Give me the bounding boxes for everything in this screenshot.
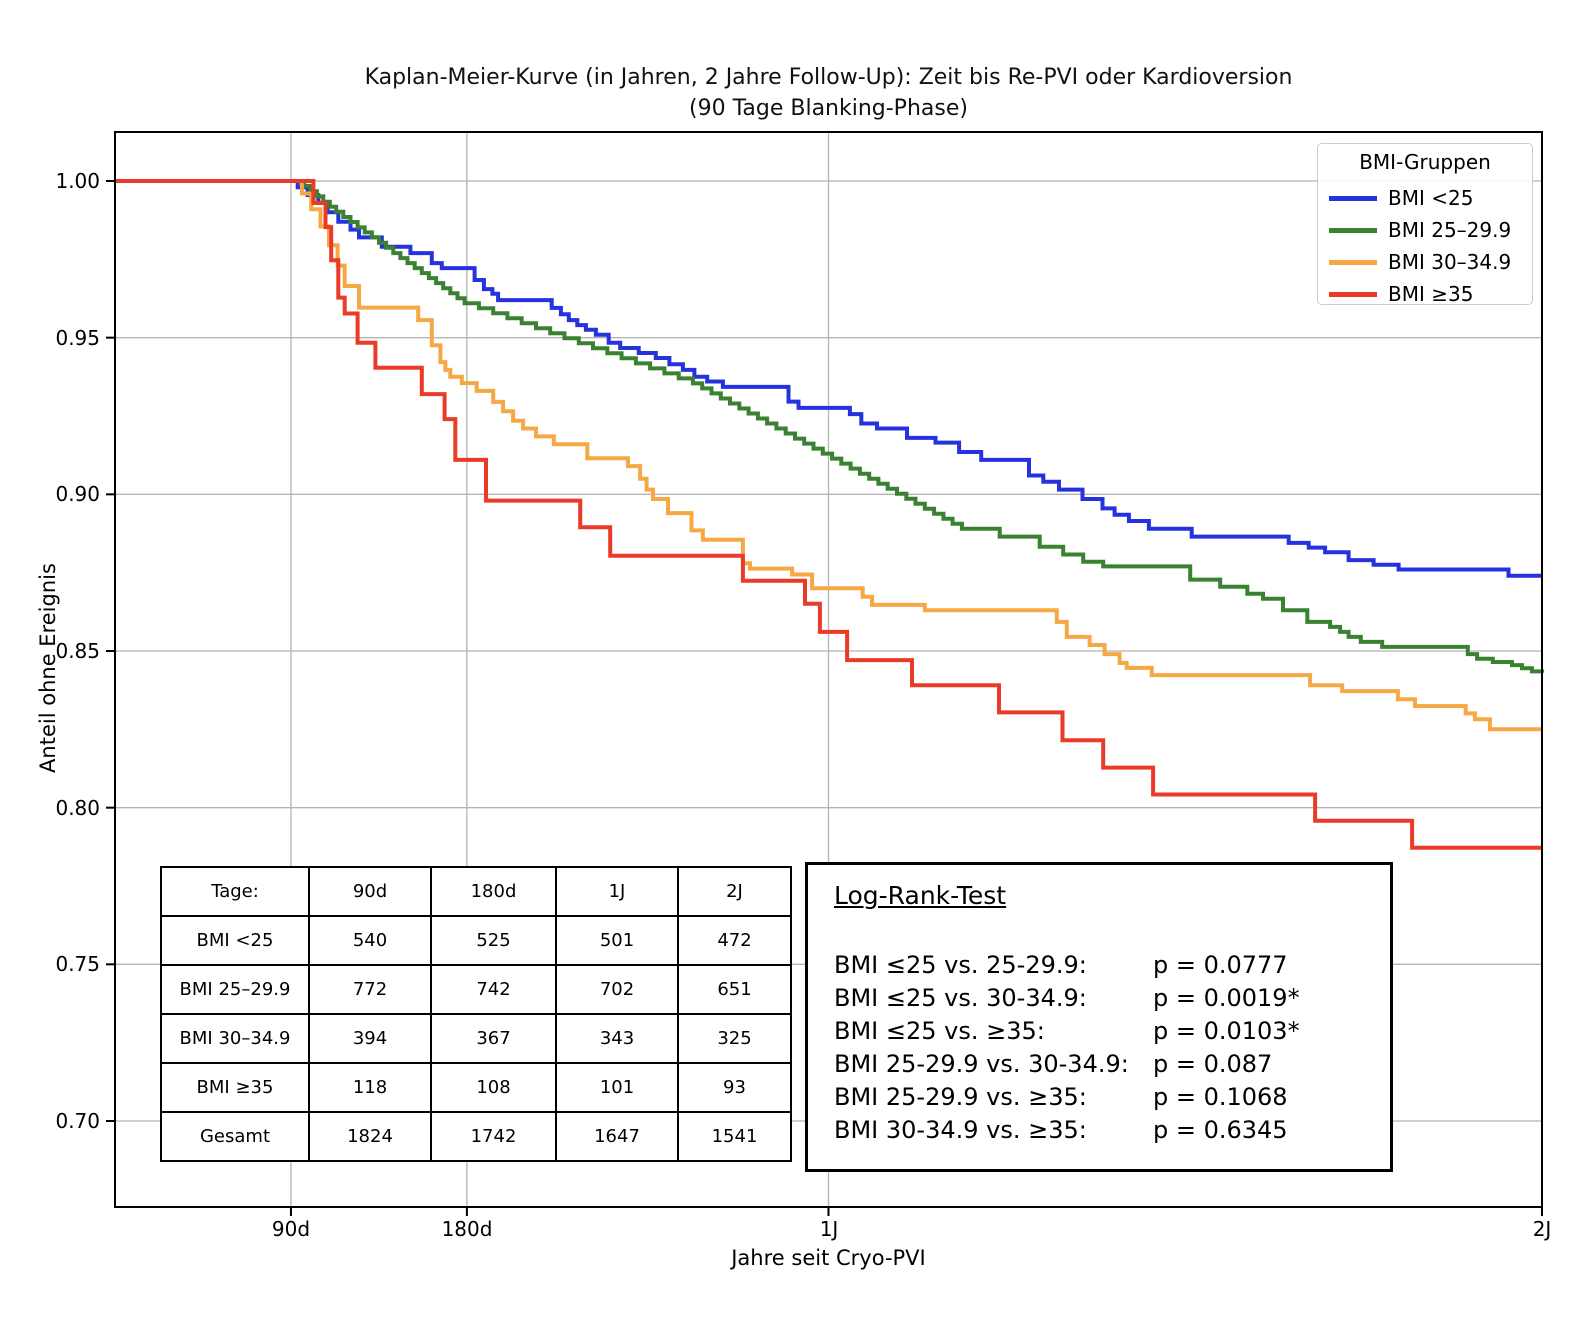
risk-table-header-row: Tage: 90d 180d 1J 2J [160,866,792,917]
logrank-row: BMI ≤25 vs. 25-29.9: p = 0.0777 [808,948,1390,982]
km-curve-bmi-25-29 [115,179,1544,674]
risk-cell: 118 [308,1062,432,1113]
legend-title: BMI-Gruppen [1359,150,1491,174]
logrank-comparison-label: BMI 25-29.9 vs. ≥35: [834,1083,1087,1111]
legend-box: BMI-Gruppen BMI <25 BMI 25–29.9 BMI 30–3… [1317,143,1533,306]
risk-table: Tage: 90d 180d 1J 2J BMI <25 540 525 501… [160,866,792,1162]
risk-row-label: Gesamt [160,1111,310,1162]
risk-cell: 1742 [430,1111,557,1162]
risk-cell: 472 [677,915,792,966]
risk-cell: 1541 [677,1111,792,1162]
risk-cell: 651 [677,964,792,1015]
x-tick-label: 180d [441,1217,493,1241]
risk-row-label: BMI 30–34.9 [160,1013,310,1064]
risk-row-label: BMI ≥35 [160,1062,310,1113]
legend-swatch-orange [1329,260,1377,265]
risk-row-label: BMI <25 [160,915,310,966]
logrank-row: BMI 25-29.9 vs. 30-34.9: p = 0.087 [808,1047,1390,1081]
logrank-heading: Log-Rank-Test [834,881,1007,910]
x-tick-label: 2J [1532,1217,1552,1241]
logrank-comparison-label: BMI ≤25 vs. ≥35: [834,1017,1045,1045]
curve-layer [115,179,1544,850]
risk-cell: 501 [555,915,679,966]
risk-row-label: BMI 25–29.9 [160,964,310,1015]
y-tick-label: 0.70 [55,1109,100,1133]
chart-title-line1: Kaplan-Meier-Kurve (in Jahren, 2 Jahre F… [364,65,1293,90]
risk-table-row: Gesamt 1824 1742 1647 1541 [160,1111,792,1162]
legend-entry: BMI 30–34.9 [1318,246,1532,278]
logrank-p-value: p = 0.0103* [1153,1017,1300,1045]
risk-cell: 343 [555,1013,679,1064]
logrank-row: BMI 30-34.9 vs. ≥35: p = 0.6345 [808,1113,1390,1147]
risk-cell: 702 [555,964,679,1015]
y-tick-label: 0.90 [55,482,100,506]
legend-entry: BMI 25–29.9 [1318,214,1532,246]
risk-cell: 540 [308,915,432,966]
logrank-row: BMI 25-29.9 vs. ≥35: p = 0.1068 [808,1080,1390,1114]
risk-table-row: BMI 25–29.9 772 742 702 651 [160,964,792,1015]
risk-table-row: BMI ≥35 118 108 101 93 [160,1062,792,1113]
logrank-p-value: p = 0.0777 [1153,951,1288,979]
km-curve-bmi-30-34 [115,179,1542,732]
risk-cell: 525 [430,915,557,966]
axes-frame [106,131,1543,1216]
legend-entry: BMI ≥35 [1318,278,1532,310]
chart-title: Kaplan-Meier-Kurve (in Jahren, 2 Jahre F… [115,62,1542,124]
risk-cell: 101 [555,1062,679,1113]
y-tick-label: 0.75 [55,952,100,976]
legend-swatch-blue [1329,196,1377,201]
logrank-comparison-label: BMI ≤25 vs. 25-29.9: [834,951,1087,979]
y-tick-label: 0.80 [55,796,100,820]
legend-entry-label: BMI <25 [1388,186,1474,210]
risk-cell: 1647 [555,1111,679,1162]
y-tick-label: 1.00 [55,169,100,193]
risk-table-row: BMI 30–34.9 394 367 343 325 [160,1013,792,1064]
risk-cell: 394 [308,1013,432,1064]
logrank-p-value: p = 0.087 [1153,1050,1273,1078]
logrank-comparison-label: BMI 25-29.9 vs. 30-34.9: [834,1050,1129,1078]
legend-swatch-red [1329,292,1377,297]
y-tick-label: 0.85 [55,639,100,663]
risk-cell: 93 [677,1062,792,1113]
km-curve-bmi-ge35 [115,179,1542,850]
km-curve-bmi-lt25 [115,179,1542,578]
risk-table-header-cell: 90d [308,866,432,917]
chart-title-line2: (90 Tage Blanking-Phase) [689,96,968,121]
risk-cell: 1824 [308,1111,432,1162]
legend-entry-label: BMI 30–34.9 [1388,250,1512,274]
risk-cell: 108 [430,1062,557,1113]
logrank-box: Log-Rank-Test BMI ≤25 vs. 25-29.9: p = 0… [805,862,1393,1172]
logrank-p-value: p = 0.0019* [1153,984,1300,1012]
risk-table-header-cell: 180d [430,866,557,917]
legend-entry: BMI <25 [1318,182,1532,214]
x-tick-label: 1J [819,1217,839,1241]
risk-table-row: BMI <25 540 525 501 472 [160,915,792,966]
risk-cell: 367 [430,1013,557,1064]
legend-swatch-green [1329,228,1377,233]
logrank-p-value: p = 0.6345 [1153,1116,1288,1144]
logrank-p-value: p = 0.1068 [1153,1083,1288,1111]
logrank-comparison-label: BMI 30-34.9 vs. ≥35: [834,1116,1087,1144]
risk-cell: 742 [430,964,557,1015]
risk-table-header-cell: Tage: [160,866,310,917]
risk-cell: 772 [308,964,432,1015]
risk-table-header-cell: 2J [677,866,792,917]
x-tick-label: 90d [271,1217,311,1241]
legend-entry-label: BMI 25–29.9 [1388,218,1512,242]
x-axis-label: Jahre seit Cryo-PVI [731,1246,926,1270]
risk-table-header-cell: 1J [555,866,679,917]
logrank-row: BMI ≤25 vs. ≥35: p = 0.0103* [808,1014,1390,1048]
logrank-comparison-label: BMI ≤25 vs. 30-34.9: [834,984,1087,1012]
logrank-row: BMI ≤25 vs. 30-34.9: p = 0.0019* [808,981,1390,1015]
y-tick-label: 0.95 [55,326,100,350]
legend-entry-label: BMI ≥35 [1388,282,1474,306]
y-axis-label: Anteil ohne Ereignis [36,563,60,773]
risk-cell: 325 [677,1013,792,1064]
